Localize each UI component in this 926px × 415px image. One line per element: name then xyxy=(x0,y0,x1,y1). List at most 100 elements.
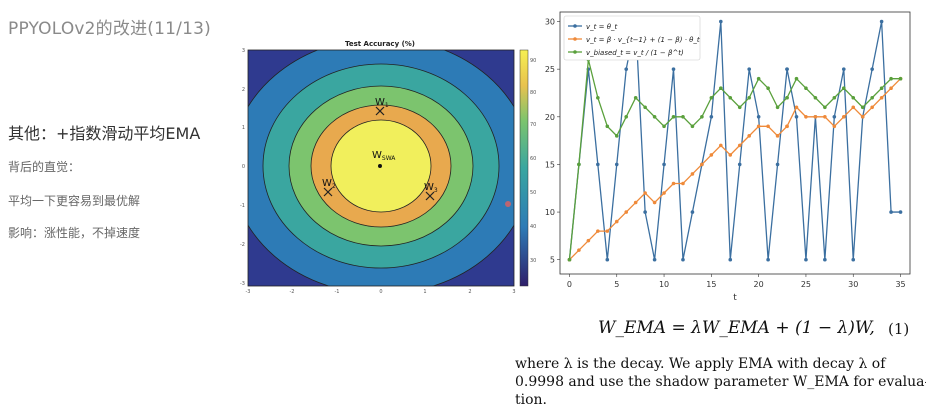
bullet-impact: 影响：涨性能，不掉速度 xyxy=(8,226,141,240)
section-heading: 其他：+指数滑动平均EMA xyxy=(8,124,201,143)
ema-series-point xyxy=(709,115,714,119)
ema-series-point xyxy=(841,86,846,91)
ema-series-point xyxy=(652,200,657,205)
contour-xtick: -3 xyxy=(246,289,251,295)
ema-series-point xyxy=(681,257,685,262)
ema-series-point xyxy=(804,115,808,119)
ema-series-point xyxy=(851,105,856,110)
contour-xtick: 2 xyxy=(468,289,471,295)
swa-label: WSWA xyxy=(372,150,396,162)
bullet-average: 平均一下更容易到最优解 xyxy=(8,194,141,208)
colorbar-tick: 40 xyxy=(530,224,536,230)
ema-series-point xyxy=(737,105,742,110)
w1-marker xyxy=(375,106,385,116)
ema-ytick-label: 20 xyxy=(545,113,555,122)
ema-series-point xyxy=(775,162,780,167)
ema-series-point xyxy=(643,191,647,195)
ema-series-point xyxy=(785,67,789,71)
ema-series-point xyxy=(860,105,865,110)
ema-series-line-2 xyxy=(568,78,902,261)
colorbar-tick: 90 xyxy=(530,58,536,64)
ema-series-point xyxy=(605,257,610,262)
contour-ytick: -2 xyxy=(240,242,245,248)
ema-series-point xyxy=(624,67,629,71)
ema-series-point xyxy=(747,134,751,138)
formula-text: W_EMA = λW_EMA + (1 − λ)W, xyxy=(598,318,875,338)
ema-xlabel: t xyxy=(733,293,737,303)
ema-series-point xyxy=(785,95,789,100)
contour-plot: Test Accuracy (%) W1 W2 W3 WSWA 3 2 1 0 … xyxy=(240,40,536,295)
ema-series-point xyxy=(756,76,761,81)
ema-series-point xyxy=(879,86,884,91)
ema-series-point xyxy=(719,19,723,24)
ema-series-point xyxy=(766,86,770,91)
ema-line-chart: 0 5 10 15 20 25 30 35 5 10 15 20 25 30 t v_t = θ_t v_t =… xyxy=(545,11,911,303)
contour-ytick: 0 xyxy=(242,164,245,170)
colorbar-tick: 80 xyxy=(530,90,536,96)
ema-series-point xyxy=(633,200,638,205)
ema-series-point xyxy=(737,162,742,167)
colorbar-tick: 50 xyxy=(530,190,536,196)
ema-series-point xyxy=(823,115,827,119)
ema-series-point xyxy=(889,86,893,91)
ema-series-point xyxy=(596,229,600,233)
ema-series-point xyxy=(681,115,685,119)
ema-series-point xyxy=(719,86,723,91)
ema-legend-label: v_biased_t = v_t / (1 − β^t) xyxy=(586,49,684,57)
ema-series-point xyxy=(728,257,733,262)
ema-series-point xyxy=(832,115,837,119)
ema-series-point xyxy=(785,124,789,129)
ema-series-point xyxy=(605,124,610,129)
ema-series-point xyxy=(719,143,723,148)
ema-series-point xyxy=(671,181,676,186)
ema-series-point xyxy=(614,219,619,224)
ema-series-point xyxy=(709,153,714,157)
equation-number: (1) xyxy=(888,320,910,338)
ema-series-point xyxy=(766,124,770,129)
ema-series-point xyxy=(747,95,751,100)
ema-series-point xyxy=(794,76,799,81)
paper-line: where λ is the decay. We apply EMA with … xyxy=(515,356,886,372)
ema-series-point xyxy=(851,257,856,262)
w2-marker xyxy=(323,187,333,197)
w3-marker xyxy=(425,191,435,201)
contour-xtick: 1 xyxy=(423,289,426,295)
ema-xtick-label: 5 xyxy=(614,280,619,289)
ema-series-point xyxy=(586,238,591,243)
ema-series-point xyxy=(794,105,799,110)
ema-series-point xyxy=(728,95,733,100)
ema-ytick-label: 5 xyxy=(550,256,555,265)
slide-title: PPYOLOv2的改进(11/13) xyxy=(8,19,211,39)
w1-label: W1 xyxy=(375,97,389,109)
contour-xtick: -1 xyxy=(335,289,340,295)
ema-series-point xyxy=(860,115,865,119)
ema-series-point xyxy=(756,124,761,129)
ema-series-point xyxy=(690,124,695,129)
ema-xtick-label: 35 xyxy=(895,280,905,289)
ema-series-point xyxy=(614,162,619,167)
ema-legend xyxy=(563,15,701,61)
paper-paragraph: where λ is the decay. We apply EMA with … xyxy=(515,355,926,409)
ema-legend-marker xyxy=(573,24,577,28)
ema-series-point xyxy=(804,86,808,91)
ema-xtick-label: 20 xyxy=(754,280,764,289)
ema-series-point xyxy=(851,95,856,100)
ema-series-point xyxy=(841,67,846,71)
w2-label: W2 xyxy=(322,178,336,190)
ema-series-point xyxy=(614,134,619,138)
ema-series-point xyxy=(898,210,903,214)
ema-series-point xyxy=(823,257,827,262)
ema-series-point xyxy=(605,229,610,233)
ema-series-point xyxy=(813,115,818,119)
ema-series-point xyxy=(832,95,837,100)
ema-series-point xyxy=(681,181,685,186)
ema-series-point xyxy=(889,210,893,214)
ema-legend-label: v_t = β · v_{t−1} + (1 − β) · θ_t xyxy=(586,36,700,44)
ema-formula: W_EMA = λW_EMA + (1 − λ)W, xyxy=(598,318,875,338)
bullet-intuition: 背后的直觉： xyxy=(8,160,81,174)
ema-series-point xyxy=(652,257,657,262)
ema-series-point xyxy=(756,115,761,119)
contour-xtick: 0 xyxy=(379,289,382,295)
ema-ytick-label: 15 xyxy=(545,160,555,169)
ema-xtick-label: 30 xyxy=(848,280,858,289)
